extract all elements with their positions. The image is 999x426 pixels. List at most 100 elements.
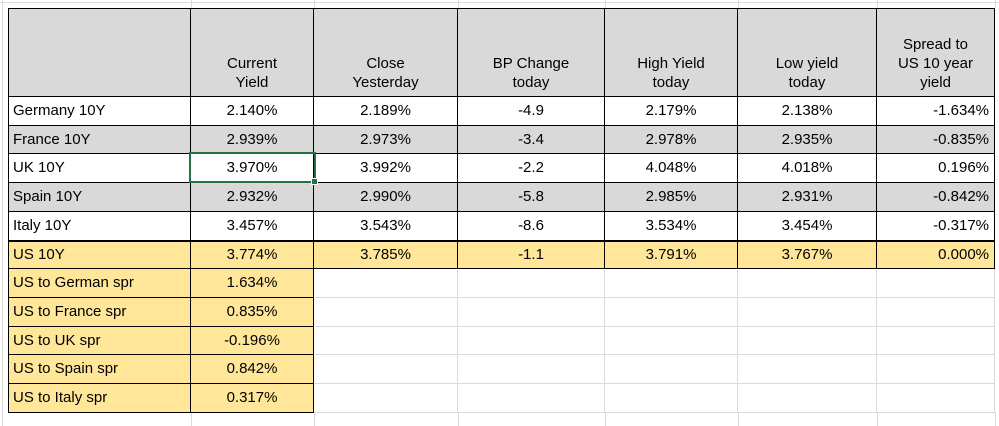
empty-cell[interactable] xyxy=(877,326,995,356)
us-france-spr-label-cell[interactable]: US to France spr xyxy=(9,298,191,327)
header-close-yesterday[interactable]: Close Yesterday xyxy=(314,9,458,97)
us-uk-spr-label-cell[interactable]: US to UK spr xyxy=(9,326,191,356)
gridline-stub xyxy=(191,0,192,8)
fill-handle[interactable] xyxy=(311,178,318,185)
us-france-spr-value-cell[interactable]: 0.835% xyxy=(191,298,314,327)
us-spread-cell[interactable]: 0.000% xyxy=(877,240,995,270)
uk-bp-cell[interactable]: -2.2 xyxy=(458,154,605,184)
france-close-cell[interactable]: 2.973% xyxy=(314,125,458,155)
gridline-stub xyxy=(995,412,996,426)
italy-close-cell[interactable]: 3.543% xyxy=(314,211,458,241)
empty-cell[interactable] xyxy=(314,298,458,327)
empty-cell[interactable] xyxy=(458,326,605,356)
empty-cell[interactable] xyxy=(458,269,605,299)
empty-cell[interactable] xyxy=(738,269,877,299)
spain-high-cell[interactable]: 2.985% xyxy=(605,183,738,212)
header-low-yield[interactable]: Low yield today xyxy=(738,9,877,97)
header-high-yield[interactable]: High Yield today xyxy=(605,9,738,97)
italy-high-cell[interactable]: 3.534% xyxy=(605,211,738,241)
uk-label-cell[interactable]: UK 10Y xyxy=(9,154,191,184)
italy-current-cell[interactable]: 3.457% xyxy=(191,211,314,241)
us-italy-spr-label-cell[interactable]: US to Italy spr xyxy=(9,384,191,413)
germany-current-cell[interactable]: 2.140% xyxy=(191,97,314,126)
spain-current-cell[interactable]: 2.932% xyxy=(191,183,314,212)
germany-spread-cell[interactable]: -1.634% xyxy=(877,97,995,126)
us-german-spr-value-cell[interactable]: 1.634% xyxy=(191,269,314,299)
italy-bp-cell[interactable]: -8.6 xyxy=(458,211,605,241)
us-spain-spr-label-cell[interactable]: US to Spain spr xyxy=(9,355,191,385)
germany-bp-cell[interactable]: -4.9 xyxy=(458,97,605,126)
gridline-stub xyxy=(191,412,192,426)
uk-current-cell-selected[interactable]: 3.970% xyxy=(191,154,314,184)
empty-cell[interactable] xyxy=(605,269,738,299)
us-italy-spr-value-cell[interactable]: 0.317% xyxy=(191,384,314,413)
gridline-stub xyxy=(458,0,459,8)
gridline-stub xyxy=(314,412,315,426)
yields-table: Current Yield Close Yesterday BP Change … xyxy=(8,8,995,413)
us-uk-spr-value-cell[interactable]: -0.196% xyxy=(191,326,314,356)
empty-cell[interactable] xyxy=(458,298,605,327)
gridline-stub xyxy=(605,0,606,8)
empty-cell[interactable] xyxy=(605,384,738,413)
header-row-label[interactable] xyxy=(9,9,191,97)
gridline-stub xyxy=(877,412,878,426)
empty-cell[interactable] xyxy=(605,298,738,327)
empty-cell[interactable] xyxy=(877,298,995,327)
germany-close-cell[interactable]: 2.189% xyxy=(314,97,458,126)
france-current-cell[interactable]: 2.939% xyxy=(191,125,314,155)
italy-label-cell[interactable]: Italy 10Y xyxy=(9,211,191,241)
header-spread[interactable]: Spread to US 10 year yield xyxy=(877,9,995,97)
us-german-spr-label-cell[interactable]: US to German spr xyxy=(9,269,191,299)
france-low-cell[interactable]: 2.935% xyxy=(738,125,877,155)
empty-cell[interactable] xyxy=(314,384,458,413)
us-current-cell[interactable]: 3.774% xyxy=(191,240,314,270)
empty-cell[interactable] xyxy=(605,326,738,356)
italy-low-cell[interactable]: 3.454% xyxy=(738,211,877,241)
gridline-stub xyxy=(314,0,315,8)
empty-cell[interactable] xyxy=(877,355,995,385)
spain-spread-cell[interactable]: -0.842% xyxy=(877,183,995,212)
empty-cell[interactable] xyxy=(738,298,877,327)
spain-low-cell[interactable]: 2.931% xyxy=(738,183,877,212)
empty-cell[interactable] xyxy=(458,384,605,413)
uk-low-cell[interactable]: 4.018% xyxy=(738,154,877,184)
france-label-cell[interactable]: France 10Y xyxy=(9,125,191,155)
gridline-stub xyxy=(605,412,606,426)
uk-close-cell[interactable]: 3.992% xyxy=(314,154,458,184)
us-label-cell[interactable]: US 10Y xyxy=(9,240,191,270)
france-high-cell[interactable]: 2.978% xyxy=(605,125,738,155)
header-bp-change[interactable]: BP Change today xyxy=(458,9,605,97)
gridline-stub xyxy=(995,0,996,8)
us-close-cell[interactable]: 3.785% xyxy=(314,240,458,270)
gridline-stub xyxy=(738,0,739,8)
empty-cell[interactable] xyxy=(877,384,995,413)
germany-high-cell[interactable]: 2.179% xyxy=(605,97,738,126)
italy-spread-cell[interactable]: -0.317% xyxy=(877,211,995,241)
empty-cell[interactable] xyxy=(877,269,995,299)
empty-cell[interactable] xyxy=(738,384,877,413)
us-bp-cell[interactable]: -1.1 xyxy=(458,240,605,270)
empty-cell[interactable] xyxy=(458,355,605,385)
gridline-stub xyxy=(877,0,878,8)
germany-label-cell[interactable]: Germany 10Y xyxy=(9,97,191,126)
empty-cell[interactable] xyxy=(314,355,458,385)
empty-cell[interactable] xyxy=(738,355,877,385)
us-spain-spr-value-cell[interactable]: 0.842% xyxy=(191,355,314,385)
empty-cell[interactable] xyxy=(738,326,877,356)
empty-cell[interactable] xyxy=(314,269,458,299)
spain-bp-cell[interactable]: -5.8 xyxy=(458,183,605,212)
empty-cell[interactable] xyxy=(314,326,458,356)
uk-spread-cell[interactable]: 0.196% xyxy=(877,154,995,184)
uk-high-cell[interactable]: 4.048% xyxy=(605,154,738,184)
france-bp-cell[interactable]: -3.4 xyxy=(458,125,605,155)
france-spread-cell[interactable]: -0.835% xyxy=(877,125,995,155)
us-high-cell[interactable]: 3.791% xyxy=(605,240,738,270)
gridline-stub xyxy=(458,412,459,426)
header-current-yield[interactable]: Current Yield xyxy=(191,9,314,97)
us-low-cell[interactable]: 3.767% xyxy=(738,240,877,270)
germany-low-cell[interactable]: 2.138% xyxy=(738,97,877,126)
empty-cell[interactable] xyxy=(605,355,738,385)
spain-close-cell[interactable]: 2.990% xyxy=(314,183,458,212)
spain-label-cell[interactable]: Spain 10Y xyxy=(9,183,191,212)
